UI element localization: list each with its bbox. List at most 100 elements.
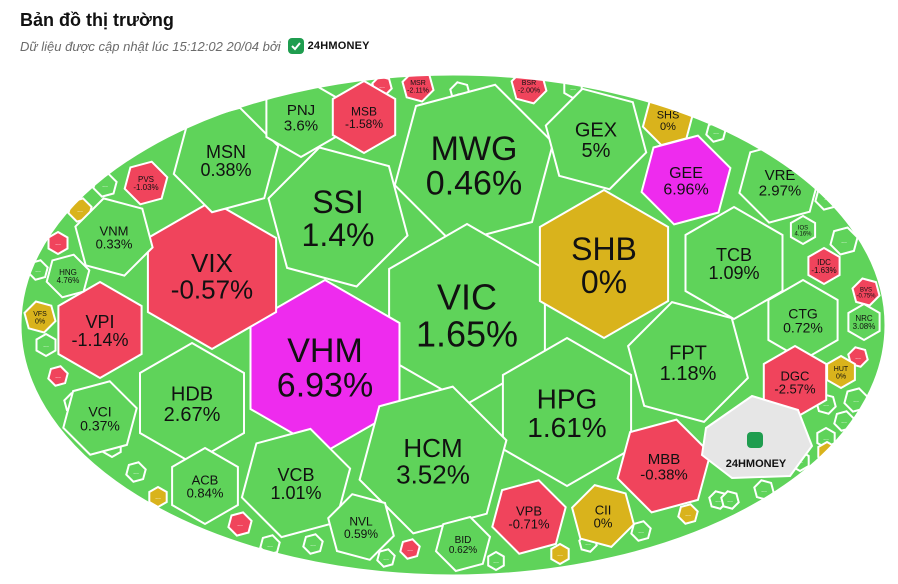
stock-change: 1.18% <box>660 363 717 385</box>
stock-cell-shape <box>240 427 352 539</box>
stock-change: -0.71% <box>508 517 550 532</box>
minor-stock-cell[interactable]: ... <box>487 550 505 572</box>
stock-change: 1.61% <box>527 412 606 443</box>
minor-stock-cell[interactable]: ... <box>550 542 570 566</box>
minor-stock-label: ... <box>743 116 749 123</box>
treemap-cells: ........................................… <box>20 71 886 576</box>
minor-stock-shape <box>376 548 396 568</box>
stock-ticker: VCI <box>88 403 111 419</box>
stock-cell-shape <box>826 354 856 390</box>
minor-stock-cell[interactable]: ... <box>399 538 421 560</box>
minor-stock-cell[interactable]: ... <box>720 490 740 510</box>
minor-stock-shape <box>148 485 168 509</box>
minor-stock-shape <box>677 503 699 525</box>
stock-change: 2.67% <box>164 404 221 426</box>
minor-stock-shape <box>35 332 57 358</box>
minor-stock-label: ... <box>823 435 829 442</box>
stock-cell-msb[interactable]: MSB-1.58% <box>331 79 397 155</box>
minor-stock-label: ... <box>383 555 389 562</box>
stock-cell-msr[interactable]: MSR-2.11% <box>401 71 435 103</box>
stock-ticker: PNJ <box>287 102 315 119</box>
stock-cell-idc[interactable]: IDC-1.63% <box>807 246 841 286</box>
minor-stock-cell[interactable]: ... <box>697 97 715 115</box>
stock-cell-pvs[interactable]: PVS-1.03% <box>123 160 169 206</box>
minor-stock-cell[interactable]: ... <box>47 365 69 387</box>
stock-cell-shape <box>501 336 633 488</box>
minor-stock-label: ... <box>585 540 591 547</box>
stock-ticker: HNG <box>59 268 77 277</box>
minor-stock-label: ... <box>823 401 829 408</box>
stock-ticker: GEE <box>669 165 703 182</box>
stock-cell-dgc[interactable]: DGC-2.57% <box>762 344 828 420</box>
minor-stock-cell[interactable]: ... <box>35 332 57 358</box>
stock-ticker: BVS <box>860 287 872 293</box>
stock-change: -0.75% <box>856 293 876 299</box>
stock-change: 0.46% <box>426 165 522 203</box>
stock-change: 1.01% <box>270 483 321 503</box>
stock-ticker: SHB <box>571 231 637 267</box>
minor-stock-label: ... <box>853 397 859 404</box>
minor-stock-cell[interactable]: ... <box>148 485 168 509</box>
stock-change: 5% <box>582 140 611 162</box>
minor-stock-label: ... <box>638 528 644 535</box>
minor-stock-label: ... <box>267 542 273 549</box>
minor-stock-label: ... <box>713 129 719 136</box>
brand-link[interactable]: 24HMONEY <box>287 37 370 55</box>
stock-ticker: VHM <box>287 332 363 370</box>
stock-cell-shape <box>847 302 881 342</box>
stock-ticker: VRE <box>765 167 796 184</box>
minor-stock-label: ... <box>841 238 847 245</box>
stock-cell-mbb[interactable]: MBB-0.38% <box>616 418 712 514</box>
stock-cell-shape <box>851 277 881 307</box>
stock-change: -1.63% <box>811 266 836 275</box>
minor-stock-label: ... <box>841 418 847 425</box>
minor-stock-cell[interactable]: ... <box>125 461 147 483</box>
minor-stock-cell[interactable]: ... <box>227 511 253 537</box>
minor-stock-label: ... <box>55 373 61 380</box>
stock-cell-vpb[interactable]: VPB-0.71% <box>491 479 567 555</box>
minor-stock-label: ... <box>310 541 316 548</box>
stock-cell-vpi[interactable]: VPI-1.14% <box>57 280 143 380</box>
minor-stock-cell[interactable]: ... <box>376 548 396 568</box>
stock-ticker: GEX <box>575 120 617 142</box>
minor-stock-cell[interactable]: ... <box>833 410 855 432</box>
stock-change: 0.84% <box>187 486 224 501</box>
minor-stock-cell[interactable]: ... <box>47 230 69 256</box>
minor-stock-cell[interactable]: ... <box>724 91 746 113</box>
stock-cell-shape <box>544 87 648 191</box>
stock-ticker: MSN <box>206 142 246 162</box>
stock-cell-shape <box>331 79 397 155</box>
stock-cell-vix[interactable]: VIX-0.57% <box>146 199 278 351</box>
minor-stock-cell[interactable]: ... <box>302 533 324 555</box>
minor-stock-cell[interactable]: ... <box>677 503 699 525</box>
minor-stock-cell[interactable]: ... <box>732 103 760 135</box>
minor-stock-label: ... <box>379 83 385 90</box>
stock-change: -1.03% <box>133 183 158 192</box>
brand-logo-label: 24HMONEY <box>726 458 787 470</box>
stock-change: -2.00% <box>518 87 540 94</box>
stock-cell-bvs[interactable]: BVS-0.75% <box>851 277 881 307</box>
